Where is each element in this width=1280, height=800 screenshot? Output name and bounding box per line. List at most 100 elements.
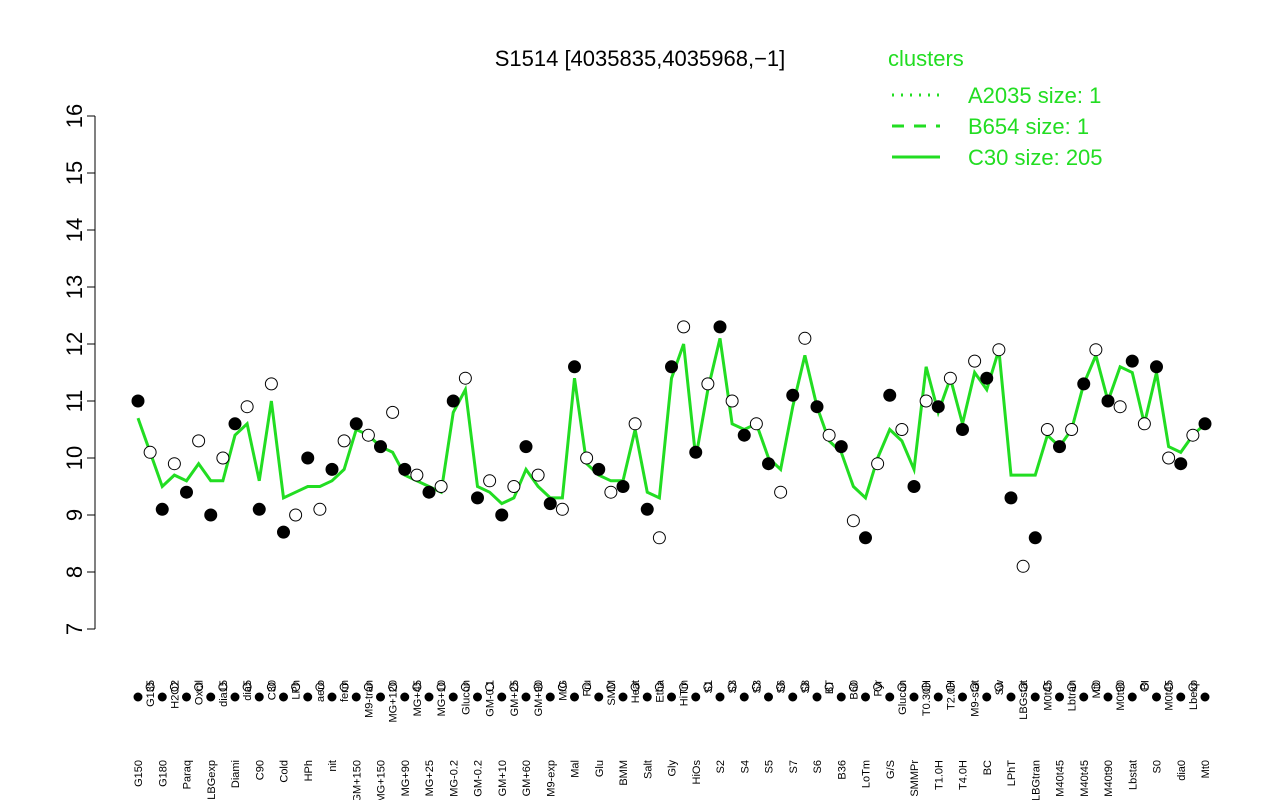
- x-marker: [691, 692, 701, 702]
- data-point: [580, 451, 594, 465]
- x-marker: [206, 692, 216, 702]
- x-tick-label: LBGexp: [206, 760, 218, 800]
- x-tick-label: HiOs: [691, 760, 703, 785]
- data-point: [628, 417, 642, 431]
- x-tick-label: LPhT: [1006, 760, 1018, 787]
- x-tick-label: S6: [776, 680, 788, 693]
- x-tick-label: Salt: [642, 760, 654, 779]
- y-tick-label: 12: [62, 332, 87, 356]
- data-point: [822, 428, 836, 442]
- x-marker: [182, 692, 191, 702]
- data-point: [1101, 394, 1115, 408]
- x-marker: [836, 692, 846, 702]
- data-point: [762, 457, 775, 471]
- x-marker: [242, 682, 252, 692]
- x-tick-label: BC: [982, 760, 994, 775]
- x-marker: [788, 692, 798, 702]
- x-tick-label: Cold: [279, 760, 291, 783]
- x-tick-label: dia15: [218, 680, 230, 707]
- x-marker: [545, 692, 555, 702]
- data-point: [1174, 457, 1188, 471]
- x-marker: [412, 682, 422, 692]
- x-tick-label: SMMPr: [909, 760, 921, 797]
- data-point: [264, 377, 278, 391]
- x-marker: [448, 692, 458, 702]
- data-point: [507, 480, 521, 493]
- x-tick-label: Gly: [667, 760, 679, 777]
- legend-label: C30 size: 205: [968, 145, 1103, 170]
- x-tick-label: MG+120: [388, 680, 400, 723]
- x-tick-label: MG+45: [412, 680, 424, 716]
- data-point: [204, 508, 218, 522]
- data-point: [143, 445, 157, 459]
- data-point: [301, 451, 315, 465]
- x-tick-label: Pyr: [873, 680, 885, 697]
- x-marker: [485, 682, 495, 692]
- legend-label: B654 size: 1: [968, 114, 1089, 139]
- x-marker: [679, 682, 689, 692]
- x-marker: [921, 682, 931, 692]
- x-tick-label: BMM: [618, 760, 630, 786]
- x-marker: [1018, 682, 1028, 692]
- x-marker: [570, 692, 579, 702]
- x-marker: [376, 692, 385, 702]
- data-point: [543, 497, 557, 511]
- y-tick-label: 8: [62, 566, 87, 578]
- x-tick-label: C30: [266, 680, 278, 700]
- x-tick-label: BI: [1139, 680, 1151, 690]
- data-point: [968, 354, 982, 368]
- data-point: [907, 480, 921, 493]
- x-tick-label: Mt0: [1091, 680, 1103, 698]
- x-tick-label: nit: [327, 760, 339, 772]
- data-point: [1150, 360, 1163, 374]
- data-point: [519, 440, 533, 454]
- x-marker: [897, 682, 907, 692]
- data-point: [701, 377, 715, 391]
- x-marker: [703, 682, 713, 692]
- x-tick-label: dia5: [242, 680, 254, 701]
- x-tick-label: GM+10: [497, 760, 509, 796]
- data-point: [483, 474, 497, 488]
- data-point: [192, 434, 206, 448]
- x-tick-label: M40t45: [1079, 760, 1091, 797]
- data-point: [1125, 354, 1139, 368]
- data-point: [1162, 451, 1176, 465]
- x-marker: [909, 692, 919, 702]
- data-point: [289, 508, 303, 522]
- x-tick-label: HPh: [303, 760, 315, 781]
- data-point: [361, 428, 375, 442]
- x-tick-label: S2: [715, 760, 727, 773]
- data-point: [956, 423, 969, 436]
- x-tick-label: M40t45: [1055, 760, 1067, 797]
- x-tick-label: Heat: [630, 680, 642, 703]
- y-tick-label: 14: [62, 218, 87, 242]
- x-marker: [1079, 692, 1089, 702]
- y-tick-label: 7: [62, 623, 87, 635]
- x-marker: [812, 692, 822, 702]
- x-marker: [739, 692, 749, 702]
- x-tick-label: G180: [157, 760, 169, 787]
- data-point: [1113, 400, 1127, 414]
- x-marker: [351, 692, 361, 702]
- x-tick-label: GM-0.1: [485, 680, 497, 717]
- x-marker: [945, 682, 955, 692]
- data-point: [446, 394, 460, 408]
- data-point: [398, 462, 412, 476]
- x-marker: [194, 682, 204, 692]
- legend-label: A2035 size: 1: [968, 83, 1101, 108]
- data-point: [1053, 440, 1066, 454]
- x-marker: [218, 682, 228, 692]
- x-tick-label: M0t45: [1042, 680, 1054, 711]
- x-tick-label: G135: [145, 680, 157, 707]
- data-point: [616, 480, 630, 493]
- data-point: [155, 502, 169, 516]
- data-point: [180, 485, 193, 499]
- data-point: [349, 417, 363, 431]
- x-marker: [363, 682, 373, 692]
- data-point: [568, 360, 581, 374]
- x-marker: [861, 692, 870, 702]
- data-point: [749, 417, 763, 431]
- data-point: [992, 343, 1006, 357]
- data-point: [410, 468, 424, 482]
- x-marker: [303, 692, 313, 702]
